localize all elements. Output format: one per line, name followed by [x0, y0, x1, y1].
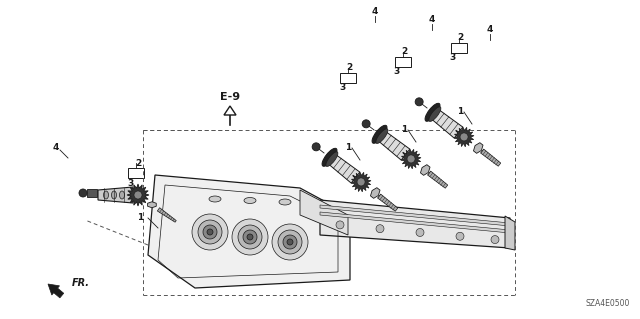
Polygon shape [224, 106, 236, 115]
Polygon shape [127, 184, 149, 206]
Text: 4: 4 [53, 144, 59, 152]
Circle shape [283, 235, 297, 249]
Text: E-9: E-9 [220, 92, 240, 102]
Text: 1: 1 [457, 108, 463, 116]
Circle shape [134, 191, 142, 199]
Polygon shape [351, 172, 371, 192]
Text: 2: 2 [401, 48, 407, 56]
Text: 2: 2 [135, 159, 141, 167]
Circle shape [460, 133, 468, 141]
Circle shape [198, 220, 222, 244]
Circle shape [272, 224, 308, 260]
Circle shape [192, 214, 228, 250]
Ellipse shape [104, 191, 109, 199]
Polygon shape [320, 205, 510, 226]
Text: 1: 1 [137, 213, 143, 222]
Circle shape [238, 225, 262, 249]
Circle shape [362, 120, 370, 128]
Polygon shape [505, 216, 515, 250]
Circle shape [416, 228, 424, 236]
Circle shape [336, 221, 344, 229]
Ellipse shape [429, 107, 441, 122]
Text: 3: 3 [339, 84, 345, 93]
Circle shape [312, 143, 320, 151]
Polygon shape [401, 149, 421, 169]
Polygon shape [300, 190, 348, 235]
Text: 1: 1 [401, 125, 407, 135]
Ellipse shape [244, 197, 256, 204]
Polygon shape [148, 175, 350, 288]
Circle shape [203, 225, 217, 239]
Text: 3: 3 [450, 54, 456, 63]
Text: 1: 1 [345, 144, 351, 152]
Text: 4: 4 [372, 8, 378, 17]
Circle shape [278, 230, 302, 254]
Ellipse shape [279, 199, 291, 205]
Text: 2: 2 [457, 33, 463, 42]
Ellipse shape [376, 129, 388, 144]
Polygon shape [428, 171, 448, 188]
Ellipse shape [425, 103, 440, 121]
Ellipse shape [120, 191, 125, 199]
Text: 4: 4 [429, 16, 435, 25]
Polygon shape [378, 194, 397, 211]
Ellipse shape [322, 148, 337, 166]
Circle shape [456, 232, 464, 240]
Circle shape [232, 219, 268, 255]
FancyArrow shape [48, 284, 64, 298]
Circle shape [79, 189, 87, 197]
Text: 4: 4 [487, 26, 493, 34]
Polygon shape [148, 202, 156, 208]
Polygon shape [432, 110, 463, 138]
Polygon shape [454, 127, 474, 147]
Ellipse shape [326, 152, 338, 167]
Polygon shape [474, 143, 483, 153]
Circle shape [207, 229, 213, 235]
Polygon shape [420, 165, 430, 175]
Polygon shape [371, 188, 380, 198]
Text: FR.: FR. [72, 278, 90, 288]
Circle shape [415, 98, 423, 106]
Circle shape [247, 234, 253, 240]
Text: SZA4E0500: SZA4E0500 [586, 299, 630, 308]
Polygon shape [98, 187, 133, 203]
Circle shape [357, 178, 365, 186]
Polygon shape [379, 132, 410, 160]
Circle shape [407, 155, 415, 163]
Ellipse shape [111, 191, 116, 199]
Ellipse shape [209, 196, 221, 202]
Text: 3: 3 [394, 68, 400, 77]
Polygon shape [87, 189, 97, 197]
Text: 2: 2 [346, 63, 352, 72]
Polygon shape [481, 149, 500, 166]
Circle shape [287, 239, 293, 245]
Polygon shape [329, 155, 360, 183]
Polygon shape [157, 208, 176, 222]
Ellipse shape [372, 125, 387, 143]
Circle shape [376, 225, 384, 233]
Polygon shape [320, 200, 510, 248]
Polygon shape [320, 212, 510, 233]
Circle shape [243, 230, 257, 244]
Circle shape [491, 235, 499, 244]
Text: 3: 3 [127, 179, 133, 188]
